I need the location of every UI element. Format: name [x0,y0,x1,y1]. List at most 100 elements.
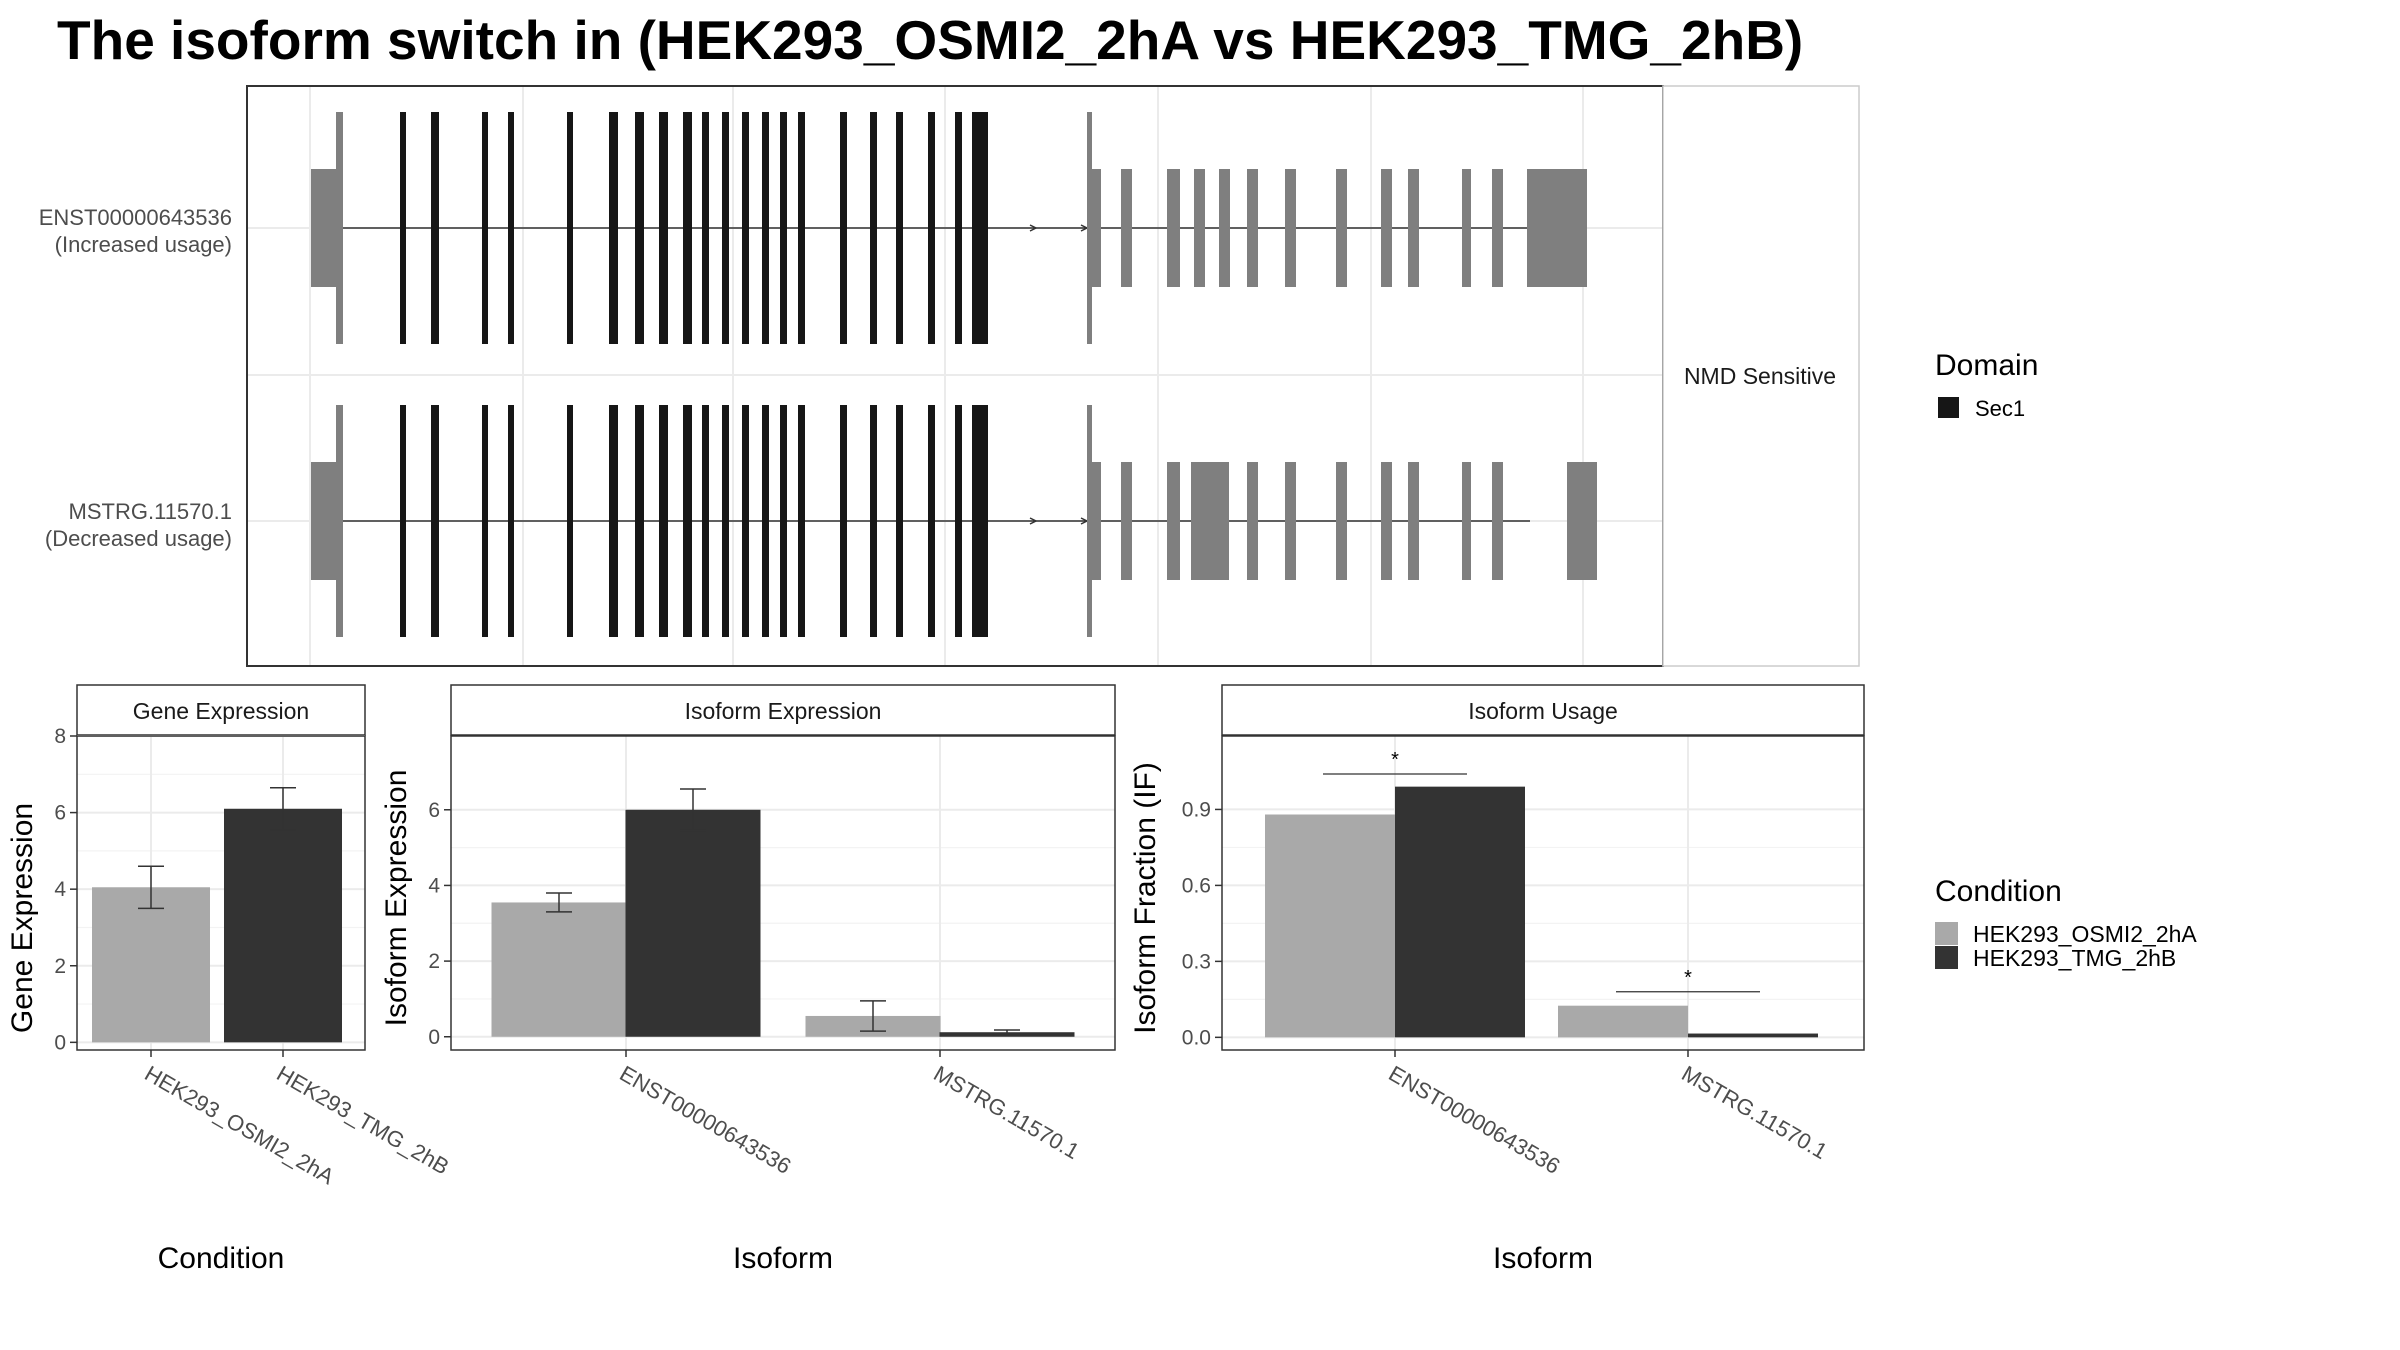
bar [1265,814,1395,1038]
domain-block [400,112,406,344]
isoform-expression-panel: Isoform Expression Isoform Isoform Expre… [380,684,1116,1275]
domain-block [609,112,618,344]
domain-block [635,112,644,344]
gene-expression-y-axis-title: Gene Expression [6,803,39,1033]
domain-block [482,112,488,344]
isoform-expression-y-axis-title: Isoform Expression [380,770,413,1027]
y-tick-label: 2 [428,950,440,973]
domain-block [896,112,903,344]
condition-legend-title: Condition [1935,875,2062,908]
domain-legend-swatch [1938,397,1959,418]
domain-block [659,405,668,637]
exon-block [1462,462,1471,580]
condition-legend-label-a: HEK293_OSMI2_2hA [1973,921,2197,947]
exon-block [1121,462,1132,580]
x-tick-label: MSTRG.11570.1 [1678,1061,1832,1164]
exon-block [1247,169,1258,287]
condition-legend: Condition HEK293_OSMI2_2hA HEK293_TMG_2h… [1935,875,2197,971]
transcript-1-structure [311,112,1587,344]
exon-block [1285,462,1296,580]
domain-block [870,405,877,637]
domain-block [400,405,406,637]
domain-block [928,112,935,344]
domain-block [702,112,709,344]
exon-block [1492,462,1503,580]
strand-arrow [1029,224,1038,232]
exon-block [1285,169,1296,287]
transcript-label-1-note: (Increased usage) [55,232,232,257]
y-tick-label: 0.9 [1182,798,1211,821]
domain-block [928,405,935,637]
significance-star: * [1391,749,1399,771]
isoform-expression-strip-label: Isoform Expression [685,698,882,724]
exon-block [1167,462,1180,580]
exon-block [1462,169,1471,287]
domain-block [722,112,729,344]
domain-block [980,112,988,344]
domain-block [683,405,692,637]
bar [224,808,342,1043]
isoform-usage-x-axis-title: Isoform [1493,1242,1593,1275]
y-tick-label: 0.3 [1182,950,1211,973]
plot-border [1221,735,1865,1051]
condition-legend-label-b: HEK293_TMG_2hB [1973,945,2176,971]
x-tick-label: ENST00000643536 [1385,1061,1565,1179]
domain-block [762,112,769,344]
domain-block [567,405,573,637]
domain-block [955,405,962,637]
bar [1688,1033,1818,1038]
transcript-2-structure [311,405,1597,637]
condition-legend-swatch-b [1935,946,1958,969]
domain-legend-label: Sec1 [1975,396,2025,421]
domain-block [702,405,709,637]
exon-block [1527,169,1587,287]
y-tick-label: 0 [54,1031,66,1054]
plot-border [76,735,366,1051]
domain-block [635,405,644,637]
domain-block [780,405,787,637]
domain-block [722,405,729,637]
y-tick-label: 0.0 [1182,1026,1211,1049]
y-tick-label: 4 [428,874,440,897]
exon-block [1336,169,1347,287]
transcript-label-1-id: ENST00000643536 [39,205,232,230]
facet-label: NMD Sensitive [1684,363,1836,389]
exon-block [1087,112,1092,344]
strand-arrow [1029,517,1038,525]
domain-block [798,405,805,637]
y-tick-label: 0.6 [1182,874,1211,897]
y-tick-label: 6 [54,802,66,825]
domain-block [683,112,692,344]
y-tick-label: 4 [54,878,66,901]
domain-block [840,112,847,344]
domain-legend: Domain Sec1 [1935,349,2038,421]
domain-block [482,405,488,637]
domain-block [659,112,668,344]
isoform-usage-strip [1221,684,1865,736]
bar [1395,786,1525,1038]
domain-block [870,112,877,344]
isoform-usage-y-axis-title: Isoform Fraction (IF) [1129,762,1162,1034]
transcript-structures [311,112,1597,637]
domain-block [955,112,962,344]
transcript-panel: NMD Sensitive ENST00000643536 (Increased… [39,85,1860,667]
transcript-label-2-note: (Decreased usage) [45,526,232,551]
exon-block [1121,169,1132,287]
gene-expression-strip [76,684,366,736]
x-tick-label: ENST00000643536 [616,1061,796,1179]
exon-block [1567,462,1597,580]
domain-block [840,405,847,637]
domain-block [972,405,980,637]
bar [92,887,210,1043]
exon-block [1090,169,1101,287]
domain-block [896,405,903,637]
transcript-label-2-id: MSTRG.11570.1 [69,499,232,524]
exon-block [1167,169,1180,287]
exon-block [1087,405,1092,637]
gene-expression-x-axis-title: Condition [158,1242,285,1275]
gene-expression-strip-label: Gene Expression [133,698,309,724]
exon-block [1191,462,1229,580]
bar [1558,1005,1688,1038]
domain-block [742,405,749,637]
